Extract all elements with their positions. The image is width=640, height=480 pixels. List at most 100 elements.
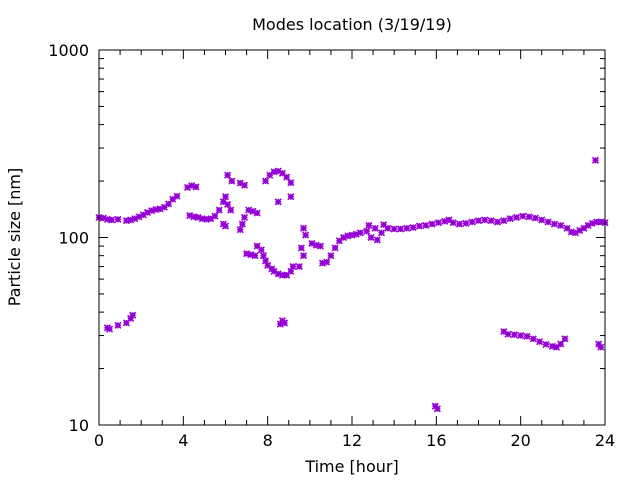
data-point: [122, 319, 130, 327]
data-point: [236, 179, 244, 187]
data-point: [371, 224, 379, 232]
x-axis-label: Time [hour]: [304, 457, 398, 476]
data-point: [249, 207, 257, 215]
data-point: [340, 233, 348, 242]
data-point: [567, 228, 575, 236]
data-points: [95, 156, 609, 413]
data-point: [299, 224, 308, 232]
data-point: [274, 198, 282, 206]
data-point: [211, 212, 219, 220]
data-point: [287, 179, 295, 187]
data-point: [597, 343, 605, 351]
y-tick-label: 100: [58, 229, 89, 248]
data-point: [297, 244, 305, 252]
data-point: [299, 252, 308, 260]
data-point: [135, 213, 143, 221]
data-point: [576, 226, 584, 235]
data-point: [373, 236, 381, 244]
data-point: [114, 321, 122, 329]
data-point: [240, 181, 249, 189]
data-point: [536, 338, 544, 346]
data-point: [183, 183, 192, 191]
data-point: [114, 215, 122, 223]
data-point: [327, 252, 335, 260]
data-point: [122, 217, 130, 225]
data-point: [367, 233, 375, 242]
data-point: [462, 219, 470, 227]
data-point: [312, 241, 320, 249]
y-tick-label: 10: [69, 416, 89, 435]
data-point: [215, 206, 223, 214]
data-point: [510, 331, 518, 339]
data-point: [538, 216, 546, 224]
data-point: [396, 225, 405, 233]
data-point: [156, 205, 164, 213]
data-point: [356, 229, 364, 237]
data-point: [331, 244, 339, 252]
data-point: [270, 168, 278, 176]
data-point: [318, 259, 327, 267]
data-point: [160, 203, 168, 211]
data-point: [103, 215, 111, 223]
data-point: [274, 167, 282, 175]
data-point: [571, 229, 580, 237]
data-point: [500, 328, 508, 336]
data-point: [597, 218, 605, 226]
data-point: [403, 224, 411, 232]
data-point: [316, 242, 324, 250]
data-point: [108, 216, 116, 224]
data-point: [224, 171, 232, 179]
data-point: [261, 257, 270, 265]
chart-title: Modes location (3/19/19): [252, 15, 452, 34]
data-point: [240, 213, 249, 221]
data-point: [236, 226, 244, 234]
data-point: [542, 340, 550, 348]
data-point: [504, 330, 512, 338]
data-point: [245, 206, 253, 214]
data-point: [548, 342, 556, 350]
data-point: [278, 169, 286, 177]
x-tick-label: 12: [342, 431, 362, 450]
data-point: [390, 225, 398, 233]
data-point: [557, 340, 565, 348]
data-point: [474, 217, 483, 225]
data-point: [434, 219, 443, 227]
axis-ticks: 0 4 8 12 16 20 24 10 100 1000: [48, 41, 615, 450]
data-point: [238, 220, 246, 228]
data-point: [593, 218, 601, 226]
data-point: [131, 215, 139, 223]
data-point: [173, 192, 181, 200]
data-point: [287, 267, 295, 275]
data-point: [422, 221, 430, 229]
data-point: [276, 320, 284, 328]
data-point: [335, 237, 343, 245]
data-point: [270, 267, 278, 275]
data-point: [243, 250, 251, 258]
data-point: [261, 177, 270, 185]
data-point: [588, 219, 596, 227]
data-point: [544, 218, 552, 226]
data-point: [152, 205, 160, 214]
data-point: [409, 223, 417, 232]
data-point: [139, 211, 147, 219]
data-point: [500, 217, 508, 225]
data-point: [445, 216, 453, 224]
data-point: [169, 195, 177, 203]
data-point: [253, 209, 261, 217]
data-point: [190, 213, 198, 221]
data-point: [584, 221, 592, 229]
data-point: [198, 215, 206, 223]
data-point: [344, 232, 352, 240]
data-point: [468, 218, 476, 226]
data-point: [455, 220, 464, 228]
plot-frame: [98, 49, 606, 426]
x-tick-label: 4: [178, 431, 188, 450]
data-point: [512, 213, 521, 221]
data-point: [228, 177, 236, 185]
data-point: [531, 214, 539, 222]
data-point: [557, 221, 565, 229]
data-point: [129, 311, 137, 319]
data-point: [449, 219, 457, 227]
data-point: [506, 215, 514, 223]
data-point: [253, 242, 261, 250]
